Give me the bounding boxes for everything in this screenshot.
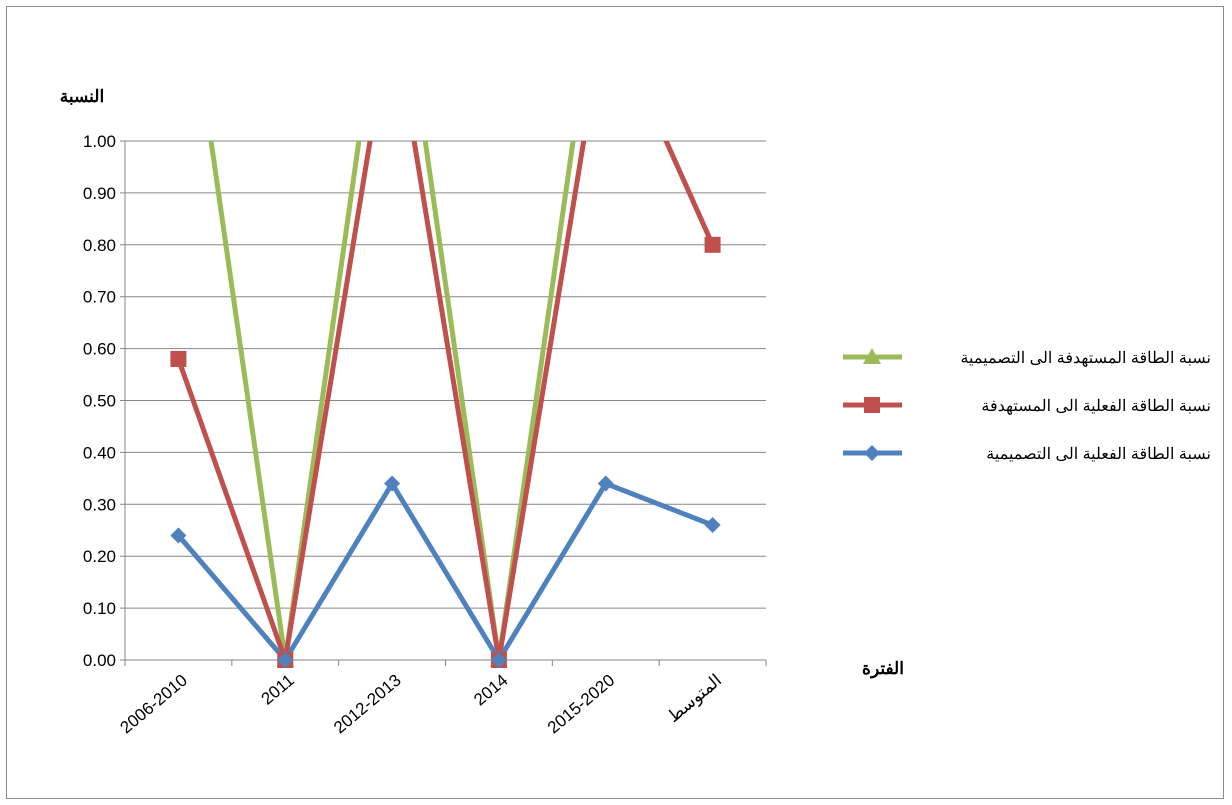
series-0-segment: [208, 141, 288, 661]
series-1-segment: [411, 141, 502, 661]
y-tick-label: 0.50: [83, 392, 116, 411]
y-tick-label: 0.20: [83, 547, 116, 566]
x-tick-label: المتوسط: [664, 671, 726, 727]
series-1-segment: [663, 141, 716, 248]
series-2-diamond-marker: [384, 475, 401, 492]
series-0-segment: [422, 141, 502, 661]
y-tick-label: 1.00: [83, 132, 116, 151]
series-2-diamond-marker: [170, 527, 187, 544]
series-0-segment: [496, 141, 576, 661]
legend-label-2: نسبة الطاقة الفعلية الى التصميمية: [986, 446, 1211, 463]
series-2-diamond-marker: [490, 652, 507, 668]
y-tick-labels: 0.00 0.10 0.20 0.30 0.40 0.50 0.60 0.70 0.80 0.90…: [83, 132, 116, 670]
series-2-segment: [282, 481, 395, 661]
series-1-square-marker: [704, 236, 721, 253]
series-2-diamond-marker: [704, 517, 721, 534]
y-tick-label: 0.30: [83, 495, 116, 514]
x-axis-title: الفترة: [862, 659, 904, 679]
y-tick-label: 0.90: [83, 184, 116, 203]
x-tick-label: 2011: [258, 671, 298, 709]
chart-frame: [6, 6, 1224, 799]
series-2-diamond-marker: [597, 475, 614, 492]
x-tick-labels: 2006-2010 2011 2012-2013 2014 2015-2020 المتو…: [116, 671, 725, 738]
series-0-segment: [282, 141, 362, 661]
legend-diamond-marker: [864, 445, 880, 461]
y-tick-label: 0.80: [83, 236, 116, 255]
legend-label-1: نسبة الطاقة الفعلية الى المستهدفة: [981, 398, 1211, 415]
series-2-segment: [389, 481, 502, 661]
series-2-segment: [175, 532, 288, 661]
series-markers: [170, 236, 721, 668]
legend-label-0: نسبة الطاقة المستهدفة الى التصميمية: [960, 350, 1211, 367]
legend-square-marker: [864, 397, 880, 413]
x-tick-label: 2006-2010: [116, 671, 191, 738]
series-lines: [175, 141, 716, 661]
y-tick-label: 0.40: [83, 443, 116, 462]
gridlines: [120, 140, 767, 666]
axes: [124, 141, 766, 661]
y-tick-label: 0.10: [83, 599, 116, 618]
series-2-diamond-marker: [277, 652, 294, 668]
legend-triangle-marker: [863, 348, 881, 364]
x-tick-label: 2012-2013: [330, 671, 405, 738]
legend: نسبة الطاقة المستهدفة الى التصميمية نسبة …: [843, 348, 1211, 463]
y-tick-label: 0.60: [83, 340, 116, 359]
x-tick-label: 2014: [470, 671, 511, 710]
series-1-segment: [496, 141, 587, 661]
series-2-segment: [496, 481, 609, 661]
x-tick-label: 2015-2020: [544, 671, 619, 738]
series-2-segment: [603, 481, 716, 528]
series-1-segment: [282, 141, 373, 661]
series-1-segment: [175, 356, 288, 661]
series-1-square-marker: [170, 350, 187, 367]
y-tick-label: 0.70: [83, 288, 116, 307]
y-axis-title: النسبة: [60, 87, 104, 106]
y-tick-label: 0.00: [83, 651, 116, 670]
